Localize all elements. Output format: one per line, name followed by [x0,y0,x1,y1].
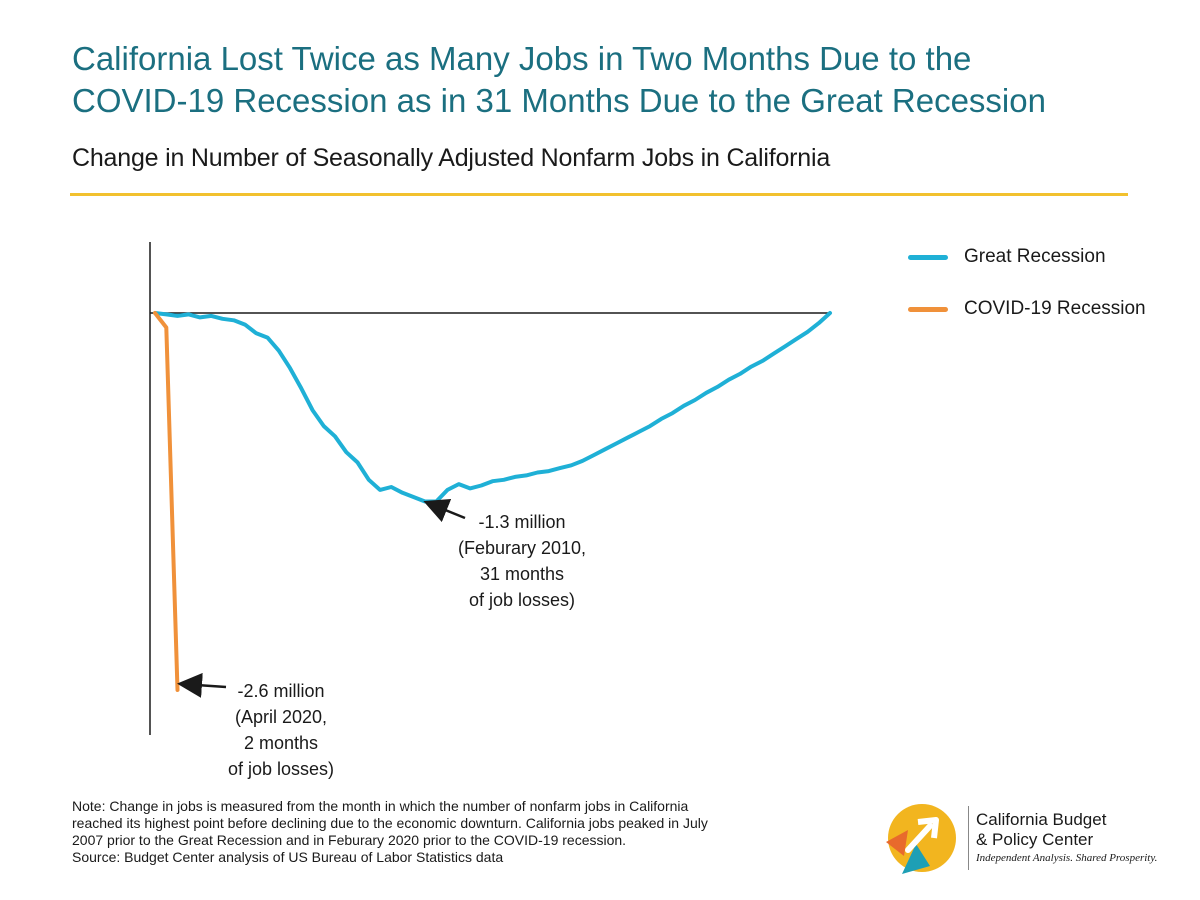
series-line-covid-19-recession [153,311,180,692]
chart-subtitle: Change in Number of Seasonally Adjusted … [72,144,831,172]
annotation-line: of job losses) [469,590,575,610]
legend-label-great-recession: Great Recession [964,246,1106,267]
legend-item-covid-recession: COVID-19 Recession [908,296,1146,322]
note-line-2: reached its highest point before declini… [72,815,708,831]
annotation-arrow-covid-19-recession [177,672,227,698]
chart-note: Note: Change in jobs is measured from th… [72,798,862,866]
annotation-arrow-great-recession [423,498,466,523]
legend-item-great-recession: Great Recession [908,244,1146,270]
annotation-label-covid-19-recession: -2.6 million (April 2020, 2 months of job l… [228,681,334,779]
annotation-line: 2 months [244,733,318,753]
legend-swatch-covid-recession [908,306,948,312]
annotation-line: -1.3 million [478,512,565,532]
annotation-line: -2.6 million [237,681,324,701]
chart-title-line-1: California Lost Twice as Many Jobs in Tw… [72,40,972,77]
logo-name: California Budget & Policy Center [976,810,1106,850]
logo-divider [968,806,969,870]
legend-swatch-great-recession [908,254,948,260]
source-line: Source: Budget Center analysis of US Bur… [72,849,504,865]
chart-title: California Lost Twice as Many Jobs in Tw… [72,38,1172,122]
note-line-3: 2007 prior to the Great Recession and in… [72,832,627,848]
logo-mark-icon [886,804,956,874]
annotation-line: (April 2020, [235,707,327,727]
chart-title-line-2: COVID-19 Recession as in 31 Months Due t… [72,82,1046,119]
annotation-line: 31 months [480,564,564,584]
annotation-line: (Feburary 2010, [458,538,586,558]
annotation-label-great-recession: -1.3 million (Feburary 2010, 31 months of j… [458,512,586,610]
title-divider [70,193,1128,196]
series-line-great-recession [153,311,832,504]
logo-tagline: Independent Analysis. Shared Prosperity. [976,852,1158,864]
chart-legend: Great Recession COVID-19 Recession [908,244,1146,348]
logo-name-line-2: & Policy Center [976,830,1094,849]
legend-label-covid-recession: COVID-19 Recession [964,298,1146,319]
organization-logo: California Budget & Policy Center Indepe… [878,800,1178,880]
logo-name-line-1: California Budget [976,810,1107,829]
annotation-line: of job losses) [228,759,334,779]
note-line-1: Note: Change in jobs is measured from th… [72,798,689,814]
